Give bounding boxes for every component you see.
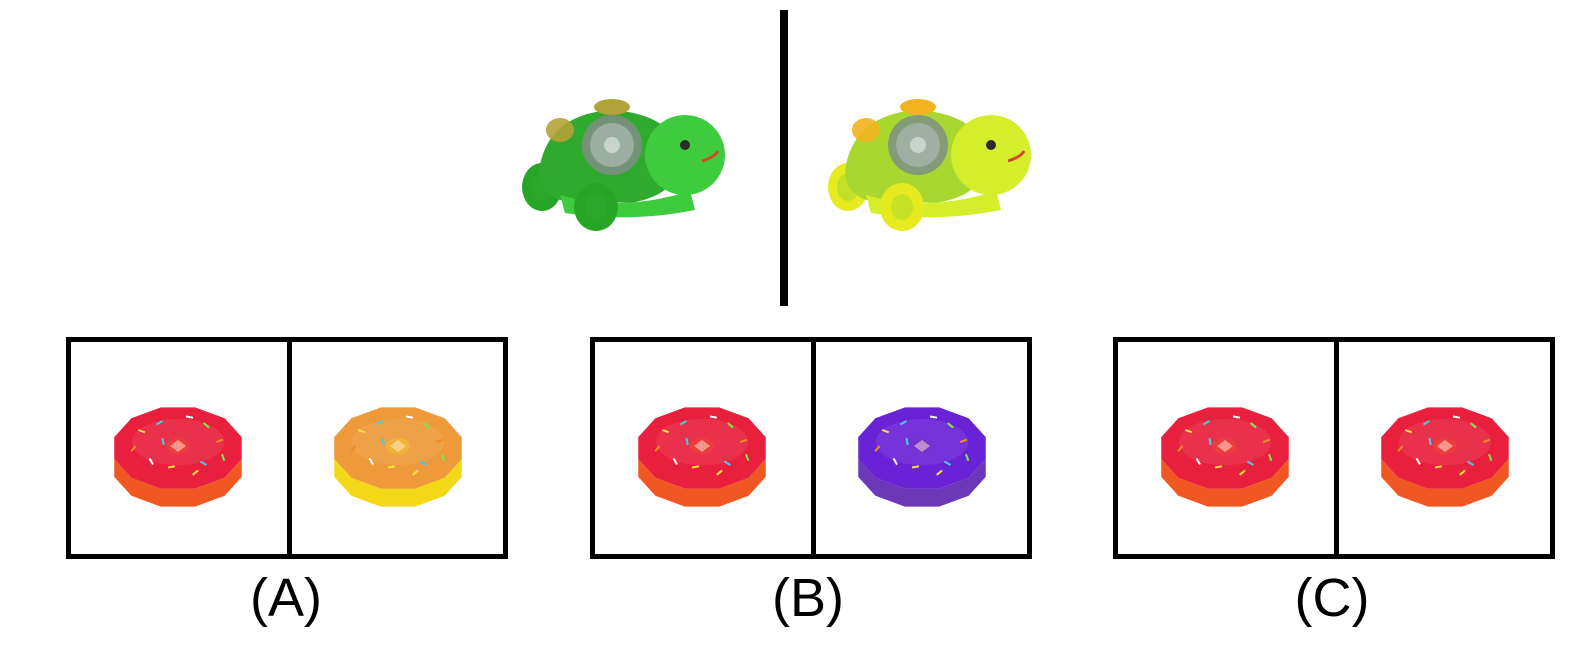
option-c-box[interactable] [1113, 337, 1555, 559]
option-b-box[interactable] [590, 337, 1032, 559]
option-a-label: (A) [250, 568, 322, 628]
donut-icon [114, 407, 242, 507]
donut-icon [638, 407, 766, 507]
top-divider [780, 10, 788, 306]
option-a-divider [287, 342, 292, 554]
donut-icon [858, 407, 986, 507]
donut-icon [1161, 407, 1289, 507]
option-b-label: (B) [772, 568, 844, 628]
option-b-divider [811, 342, 816, 554]
turtle-toy-icon [522, 99, 725, 231]
donut-icon [334, 407, 462, 507]
turtle-toy-icon [828, 99, 1031, 231]
donut-icon [1381, 407, 1509, 507]
option-c-label: (C) [1294, 568, 1370, 628]
option-c-divider [1334, 342, 1339, 554]
option-a-box[interactable] [66, 337, 508, 559]
